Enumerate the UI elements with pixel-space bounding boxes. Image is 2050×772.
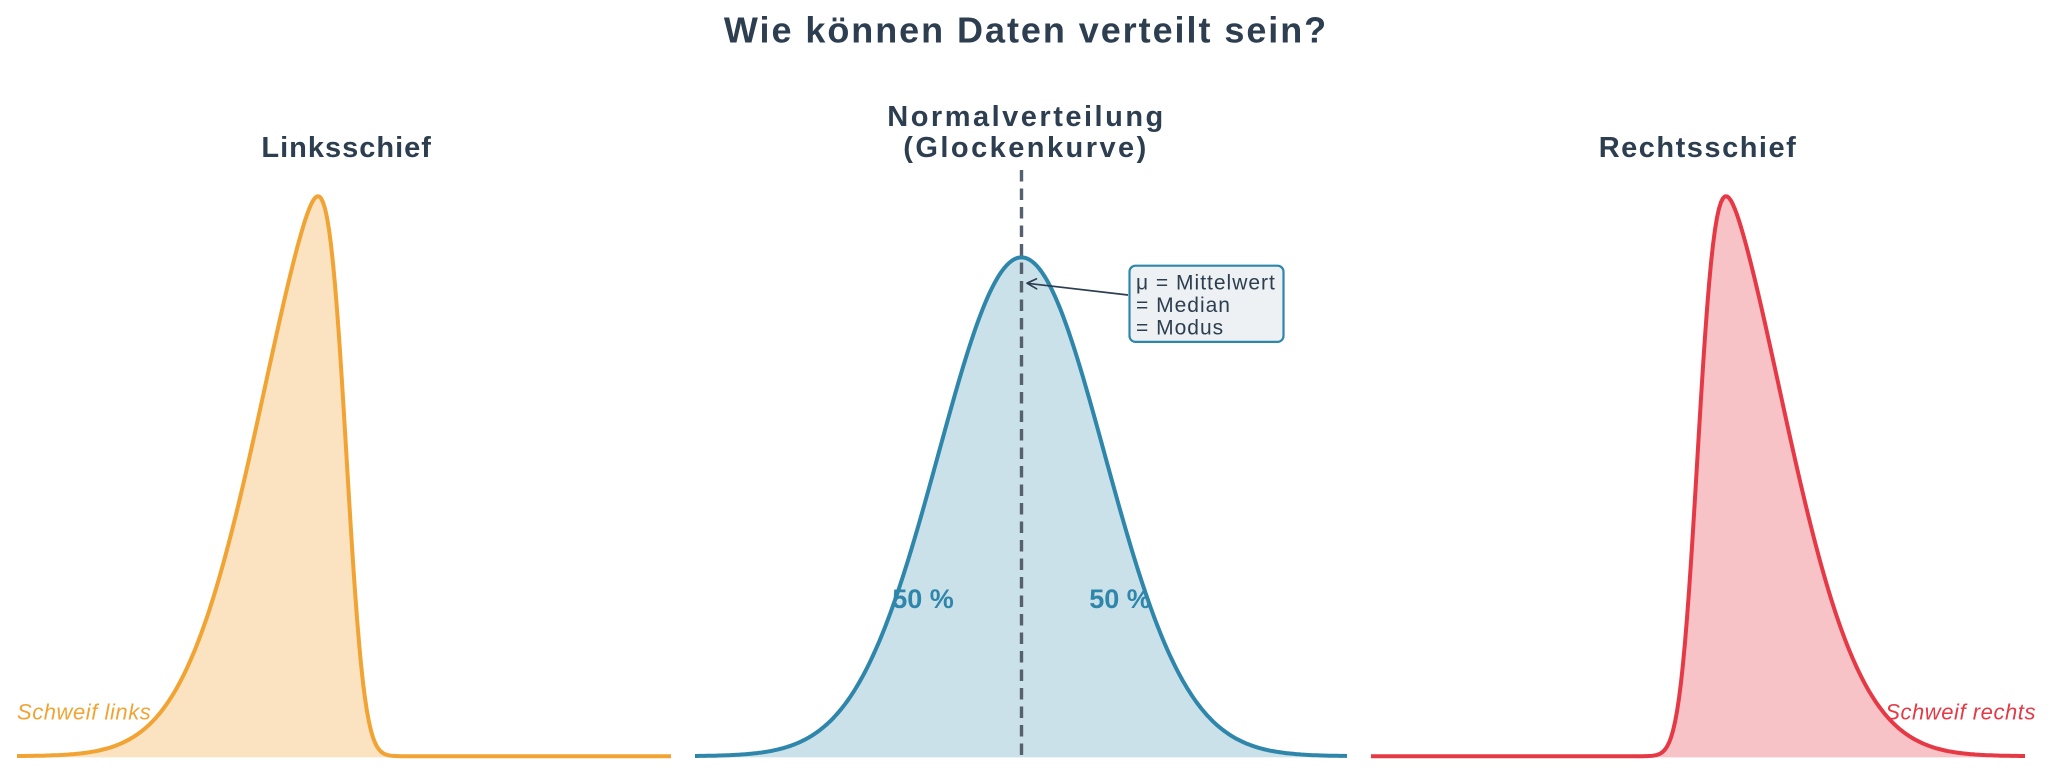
svg-text:Normalverteilung: Normalverteilung xyxy=(887,101,1166,133)
svg-text:(Glockenkurve): (Glockenkurve) xyxy=(903,132,1148,164)
svg-text:Schweif links: Schweif links xyxy=(17,700,151,725)
svg-text:μ = Mittelwert: μ = Mittelwert xyxy=(1136,272,1276,295)
svg-text:= Modus: = Modus xyxy=(1136,316,1224,339)
svg-text:50 %: 50 % xyxy=(892,584,954,614)
svg-text:= Median: = Median xyxy=(1136,294,1231,317)
svg-text:Wie können Daten verteilt sein: Wie können Daten verteilt sein? xyxy=(724,9,1328,50)
svg-text:Linksschief: Linksschief xyxy=(261,132,432,164)
svg-text:50 %: 50 % xyxy=(1089,584,1151,614)
svg-text:Schweif rechts: Schweif rechts xyxy=(1885,700,2036,725)
svg-text:Rechtsschief: Rechtsschief xyxy=(1599,132,1798,164)
